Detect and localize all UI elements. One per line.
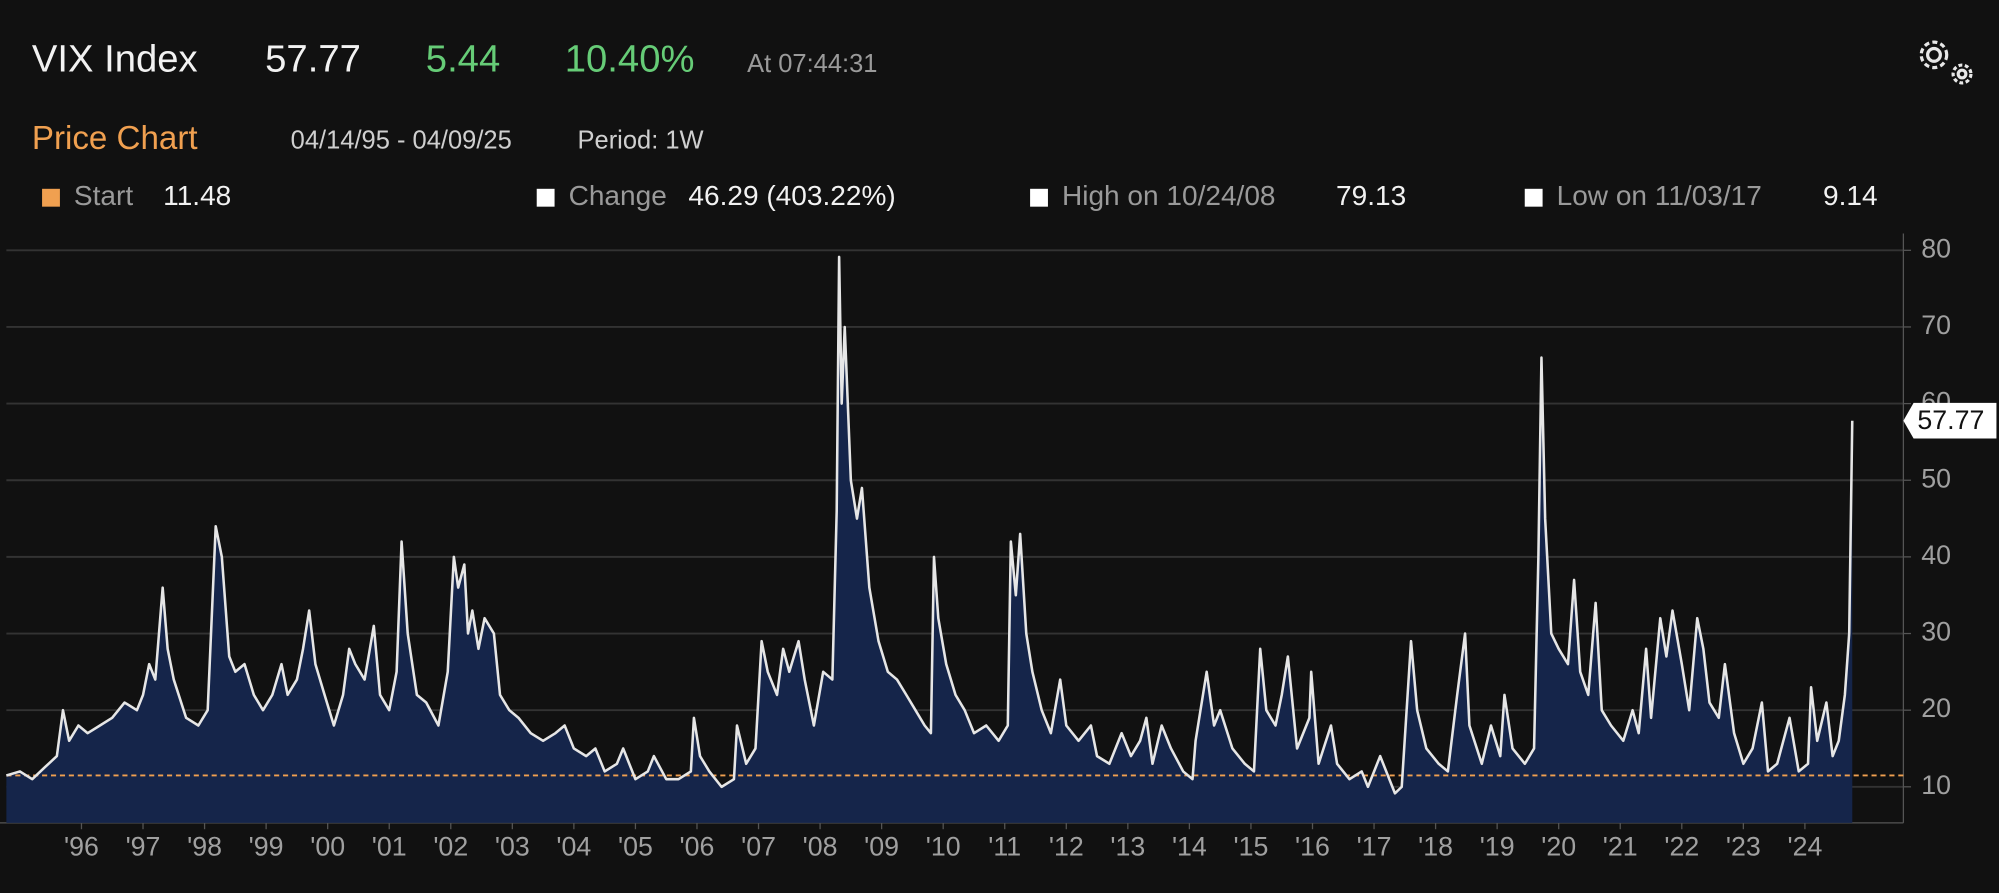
price: 57.77 xyxy=(265,37,361,80)
legend-value: 9.14 xyxy=(1823,180,1878,211)
x-tick-label: '03 xyxy=(495,831,530,861)
legend-swatch xyxy=(1030,188,1048,207)
x-tick-label: '23 xyxy=(1726,831,1761,861)
y-tick-label: 40 xyxy=(1921,540,1951,570)
legend-label: Low on 11/03/17 xyxy=(1557,180,1762,211)
x-tick-label: '22 xyxy=(1664,831,1699,861)
y-tick-label: 70 xyxy=(1921,310,1951,340)
x-tick-label: '07 xyxy=(741,831,776,861)
x-tick-label: '21 xyxy=(1603,831,1638,861)
price-tag xyxy=(1903,402,1997,439)
x-tick-label: '11 xyxy=(988,831,1021,861)
x-tick-label: '02 xyxy=(433,831,468,861)
x-tick-label: '08 xyxy=(803,831,838,861)
legend-value: 46.29 (403.22%) xyxy=(688,180,895,211)
y-tick-label: 10 xyxy=(1921,770,1951,800)
x-tick-label: '15 xyxy=(1234,831,1269,861)
x-tick-label: '06 xyxy=(680,831,715,861)
settings-icon[interactable] xyxy=(1919,40,1973,85)
change: 5.44 xyxy=(426,37,500,80)
plot: 1020304050607080'96'97'98'99'00'01'02'03… xyxy=(0,233,1997,861)
x-tick-label: '01 xyxy=(372,831,407,861)
x-tick-label: '98 xyxy=(187,831,222,861)
x-tick-label: '18 xyxy=(1418,831,1453,861)
x-tick-label: '20 xyxy=(1541,831,1576,861)
x-tick-label: '00 xyxy=(310,831,345,861)
change-pct: 10.40% xyxy=(565,37,695,80)
x-tick-label: '19 xyxy=(1480,831,1515,861)
legend-label: Change xyxy=(569,180,667,211)
x-tick-label: '96 xyxy=(64,831,99,861)
period: Period: 1W xyxy=(578,126,704,154)
x-tick-label: '05 xyxy=(618,831,653,861)
ticker: VIX Index xyxy=(32,37,198,80)
x-tick-label: '13 xyxy=(1110,831,1145,861)
x-tick-label: '17 xyxy=(1357,831,1392,861)
area xyxy=(6,256,1853,823)
x-tick-label: '97 xyxy=(126,831,161,861)
x-tick-label: '99 xyxy=(249,831,284,861)
legend-value: 11.48 xyxy=(163,180,231,211)
date-range: 04/14/95 - 04/09/25 xyxy=(291,126,512,154)
time: At 07:44:31 xyxy=(747,50,877,78)
x-tick-label: '09 xyxy=(864,831,899,861)
y-tick-label: 30 xyxy=(1921,617,1951,647)
y-tick-label: 80 xyxy=(1921,233,1951,263)
price-tag-label: 57.77 xyxy=(1917,405,1984,435)
x-tick-label: '16 xyxy=(1295,831,1330,861)
legend-value: 79.13 xyxy=(1336,180,1406,211)
legend-swatch xyxy=(1524,188,1543,207)
y-tick-label: 50 xyxy=(1921,463,1951,493)
y-tick-label: 20 xyxy=(1921,693,1951,723)
section-title: Price Chart xyxy=(32,120,198,157)
price-line xyxy=(6,255,1854,795)
x-tick-label: '12 xyxy=(1049,831,1084,861)
legend-label: High on 10/24/08 xyxy=(1062,180,1276,211)
x-tick-label: '10 xyxy=(926,831,961,861)
x-tick-label: '14 xyxy=(1172,831,1207,861)
x-tick-label: '04 xyxy=(556,831,591,861)
x-tick-label: '24 xyxy=(1787,831,1822,861)
legend-swatch xyxy=(42,188,60,207)
legend-swatch xyxy=(536,188,555,207)
legend-label: Start xyxy=(74,180,133,211)
